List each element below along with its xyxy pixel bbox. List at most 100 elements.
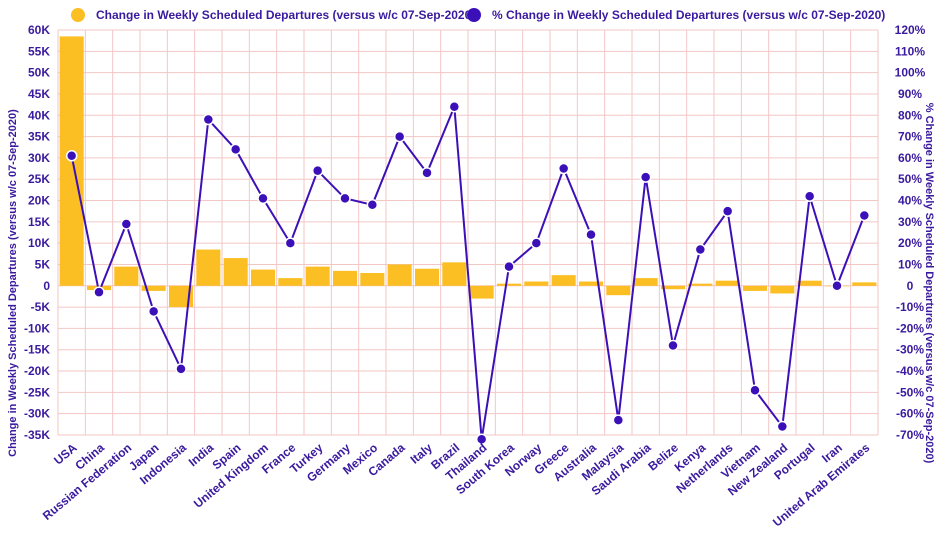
line-point[interactable] [65,150,78,162]
line-point[interactable] [93,286,105,298]
legend-item-bar[interactable]: Change in Weekly Scheduled Departures (v… [71,8,475,22]
bar[interactable] [770,285,795,294]
line-point[interactable] [694,243,707,256]
bar-series [59,36,877,308]
legend-label-bar: Change in Weekly Scheduled Departures (v… [96,8,475,22]
right-tick-label: 10% [898,257,922,271]
line-point[interactable] [530,237,543,249]
right-tick-label: 70% [898,130,922,144]
left-axis-ticks: -35K -30K -25K -20K -15K -10K -5K 0 5K 10K 15K 20K 2… [24,23,50,442]
left-tick-label: 60K [28,23,50,37]
line-series [65,100,871,446]
line-point[interactable] [366,199,379,211]
right-tick-label: 100% [895,66,926,80]
bar[interactable] [578,281,604,286]
left-tick-label: 25K [28,172,50,186]
bar[interactable] [223,258,248,286]
bar[interactable] [633,278,658,286]
line-point[interactable] [339,192,351,205]
bar[interactable] [278,278,303,286]
bar[interactable] [305,266,330,286]
line-point[interactable] [749,384,761,396]
grid [57,29,879,436]
bar[interactable] [442,262,467,286]
right-tick-label: 60% [898,151,922,165]
line-point[interactable] [585,228,597,241]
line-point[interactable] [147,305,160,318]
left-tick-label: 55K [28,44,50,58]
line-point[interactable] [175,363,187,375]
line-point[interactable] [393,130,406,143]
right-tick-label: 20% [898,236,922,250]
bar[interactable] [660,285,686,290]
line-point[interactable] [503,260,515,273]
bar[interactable] [524,281,549,286]
bar[interactable] [688,283,713,286]
line-point[interactable] [311,164,324,177]
bar[interactable] [196,249,221,286]
left-tick-label: 10K [28,236,50,250]
line-point[interactable] [612,414,625,426]
left-tick-label: -15K [24,343,50,357]
right-tick-label: 40% [898,194,922,208]
bar[interactable] [414,268,440,286]
right-axis-title: % Change in Weekly Scheduled Departures … [923,103,935,464]
bar[interactable] [250,269,276,286]
right-axis-ticks: -70% -60% -50% -40% -30% -20% -10% 0 10% 20% 30% 40… [895,23,926,442]
right-tick-label: 50% [898,172,922,186]
legend-item-line[interactable]: % Change in Weekly Scheduled Departures … [467,8,885,22]
left-tick-label: -5K [31,300,51,314]
right-tick-label: 0 [907,279,914,293]
bar[interactable] [360,273,385,286]
bar[interactable] [332,270,358,286]
line-point[interactable] [284,237,297,249]
bar[interactable] [742,285,768,291]
line-point[interactable] [448,100,461,113]
bar[interactable] [606,285,631,296]
right-tick-label: 30% [898,215,922,229]
left-tick-label: -35K [24,428,50,442]
line-point[interactable] [858,209,871,222]
left-tick-label: 0 [43,279,50,293]
bar[interactable] [141,285,166,291]
legend-swatch-line [467,8,481,22]
line-point[interactable] [257,192,269,205]
bar[interactable] [114,266,139,286]
line-point[interactable] [120,218,133,230]
line-point[interactable] [667,339,679,352]
bar[interactable] [168,285,194,308]
bar[interactable] [715,280,740,286]
bar[interactable] [469,285,494,299]
left-tick-label: -20K [24,364,50,378]
line-point[interactable] [202,113,215,126]
right-tick-label: 120% [895,23,926,37]
line-point[interactable] [421,167,433,179]
right-tick-label: -20% [896,321,924,335]
line-point[interactable] [475,433,488,446]
line-point[interactable] [721,205,734,217]
bar[interactable] [496,283,522,286]
right-tick-label: -60% [896,407,924,421]
legend-swatch-bar [71,8,85,22]
right-tick-label: 80% [898,108,922,122]
left-tick-label: 5K [35,257,51,271]
right-tick-label: -70% [896,428,924,442]
bar[interactable] [852,282,877,286]
left-tick-label: -30K [24,407,50,421]
line-point[interactable] [831,280,843,292]
line-point[interactable] [557,162,570,175]
line-point[interactable] [639,171,652,183]
left-tick-label: 40K [28,108,50,122]
line-point[interactable] [229,143,242,156]
bar[interactable] [551,275,576,286]
right-tick-label: 110% [895,44,925,58]
line-point[interactable] [776,420,789,433]
left-axis-title: Change in Weekly Scheduled Departures (v… [7,109,19,457]
bar[interactable] [797,280,822,286]
bar[interactable] [387,264,412,286]
left-tick-label: 20K [28,194,50,208]
legend: Change in Weekly Scheduled Departures (v… [71,8,885,22]
line-point[interactable] [803,190,816,203]
left-tick-label: -25K [24,385,50,399]
